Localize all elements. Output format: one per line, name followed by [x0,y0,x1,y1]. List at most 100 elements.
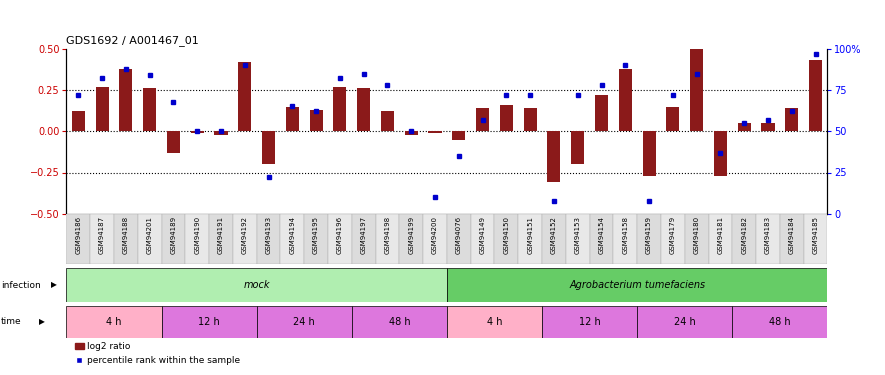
Bar [542,306,637,338]
Bar [780,214,804,264]
Text: 4 h: 4 h [106,316,122,327]
Text: 24 h: 24 h [673,316,696,327]
Bar [167,131,180,153]
Bar [452,131,466,140]
Bar [66,268,447,302]
Bar [690,21,704,131]
Text: 12 h: 12 h [198,316,220,327]
Text: GSM94199: GSM94199 [408,216,414,254]
Text: GSM94195: GSM94195 [313,216,319,254]
Bar [500,105,513,131]
Bar [214,131,227,135]
Bar [738,123,750,131]
Bar [542,214,566,264]
Text: infection: infection [1,280,41,290]
Text: ▶: ▶ [51,280,58,290]
Bar [571,131,584,164]
Bar [548,131,560,182]
Bar [352,214,375,264]
Bar [785,108,798,131]
Text: GSM94194: GSM94194 [289,216,296,254]
Bar [190,131,204,133]
Text: GSM94154: GSM94154 [598,216,604,254]
Text: GSM94150: GSM94150 [504,216,510,254]
Text: GSM94192: GSM94192 [242,216,248,254]
Text: GSM94152: GSM94152 [551,216,557,254]
Bar [447,268,827,302]
Bar [66,214,90,264]
Bar [96,87,109,131]
Text: time: time [1,317,21,326]
Text: GSM94196: GSM94196 [337,216,342,254]
Bar [381,111,394,131]
Bar [138,214,162,264]
Bar [209,214,233,264]
Text: GSM94158: GSM94158 [622,216,628,254]
Bar [161,214,185,264]
Bar [423,214,447,264]
Bar [352,306,447,338]
Text: Agrobacterium tumefaciens: Agrobacterium tumefaciens [569,280,705,290]
Bar [257,214,281,264]
Bar [524,108,536,131]
Text: 24 h: 24 h [293,316,315,327]
Text: GSM94181: GSM94181 [718,216,723,254]
Text: GSM94189: GSM94189 [171,216,176,254]
Bar [328,214,352,264]
Text: GSM94149: GSM94149 [480,216,486,254]
Bar [72,111,85,131]
Text: GSM94188: GSM94188 [123,216,129,254]
Text: GSM94201: GSM94201 [147,216,152,254]
Bar [809,60,822,131]
Bar [399,214,423,264]
Bar [666,106,680,131]
Bar [595,95,608,131]
Bar [428,131,442,133]
Bar [375,214,399,264]
Bar [495,214,519,264]
Bar [286,106,299,131]
Text: GSM94183: GSM94183 [765,216,771,254]
Bar [714,131,727,176]
Text: ▶: ▶ [39,317,45,326]
Legend: log2 ratio, percentile rank within the sample: log2 ratio, percentile rank within the s… [71,339,244,369]
Text: GSM94198: GSM94198 [384,216,390,254]
Bar [447,214,471,264]
Bar [733,306,827,338]
Bar [310,110,323,131]
Bar [90,214,114,264]
Text: GSM94159: GSM94159 [646,216,652,254]
Text: GSM94193: GSM94193 [266,216,272,254]
Text: GSM94186: GSM94186 [75,216,81,254]
Text: 48 h: 48 h [389,316,410,327]
Bar [661,214,685,264]
Text: GSM94182: GSM94182 [742,216,747,254]
Bar [756,214,780,264]
Bar [281,214,304,264]
Text: GSM94179: GSM94179 [670,216,676,254]
Text: GSM94151: GSM94151 [527,216,533,254]
Bar [114,214,138,264]
Bar [262,131,275,164]
Text: 4 h: 4 h [487,316,503,327]
Bar [761,123,774,131]
Bar [185,214,209,264]
Text: GDS1692 / A001467_01: GDS1692 / A001467_01 [66,35,199,46]
Bar [334,87,346,131]
Bar [471,214,495,264]
Bar [257,306,351,338]
Text: GSM94153: GSM94153 [574,216,581,254]
Bar [589,214,613,264]
Bar [637,214,661,264]
Bar [613,214,637,264]
Bar [637,306,733,338]
Text: GSM94187: GSM94187 [99,216,105,254]
Text: GSM94180: GSM94180 [694,216,700,254]
Bar [619,69,632,131]
Bar [161,306,257,338]
Bar [143,88,156,131]
Text: GSM94185: GSM94185 [812,216,819,254]
Text: GSM94200: GSM94200 [432,216,438,254]
Bar [519,214,542,264]
Text: GSM94191: GSM94191 [218,216,224,254]
